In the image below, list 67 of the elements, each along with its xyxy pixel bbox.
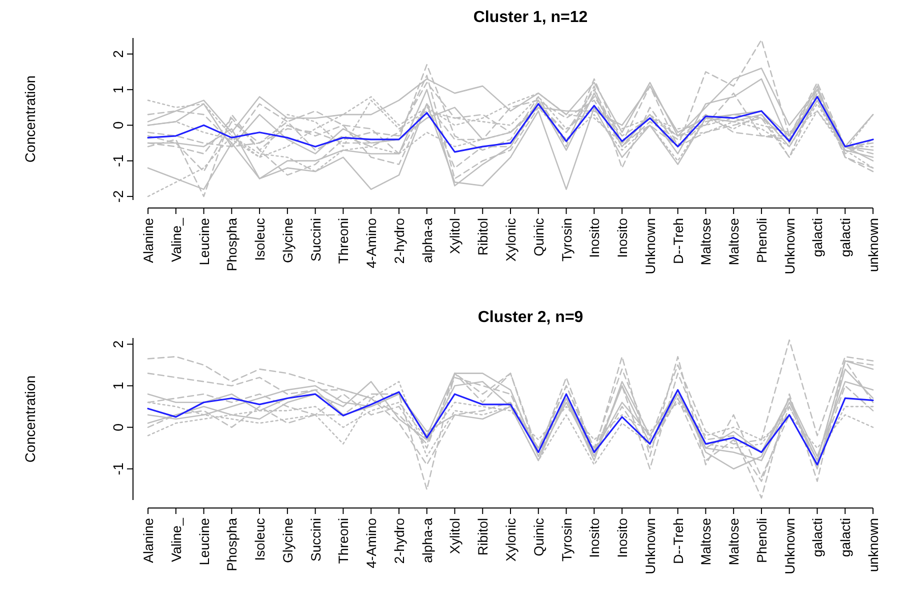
chart-title: Cluster 1, n=12 — [473, 9, 588, 26]
x-tick-label: Unknown — [782, 518, 798, 574]
y-tick-label: 2 — [110, 340, 126, 348]
y-tick-label: 1 — [110, 382, 126, 390]
x-tick-label: Xylitol — [448, 518, 463, 554]
x-tick-label: Isoleuc — [252, 518, 268, 561]
x-tick-label: Unknown — [642, 518, 658, 574]
x-tick-label: Tyrosin — [559, 218, 574, 262]
x-tick-label: Ribitol — [476, 218, 491, 256]
x-tick-label: galacti — [838, 518, 854, 558]
x-tick-label: Valine_ — [168, 218, 184, 262]
x-tick-label: Threoni — [336, 518, 352, 564]
x-tick-label: Alanine — [141, 218, 156, 264]
x-tick-label: Leucine — [196, 518, 212, 566]
y-tick-label: 1 — [110, 86, 126, 94]
x-tick-label: Succini — [308, 518, 324, 562]
x-tick-label: Maltose — [698, 218, 714, 266]
x-tick-label: Ribitol — [476, 518, 491, 556]
y-tick-label: -1 — [110, 462, 126, 476]
x-tick-label: Unknown — [642, 218, 658, 274]
x-tick-label: Quinic — [531, 518, 546, 556]
x-tick-label: Inosito — [615, 518, 630, 558]
y-tick-label: 2 — [110, 50, 126, 58]
x-tick-label: Alanine — [141, 518, 156, 564]
x-tick-label: Xylonic — [504, 518, 518, 562]
x-tick-label: Valine_ — [168, 518, 184, 562]
x-tick-label: 2-hydro — [392, 218, 407, 264]
x-tick-label: Inosito — [615, 218, 630, 258]
x-tick-label: alpha-a — [420, 518, 435, 564]
x-tick-label: alpha-a — [420, 218, 435, 264]
x-tick-label: Tyrosin — [559, 518, 574, 562]
x-tick-label: 2-hydro — [392, 518, 407, 564]
x-tick-label: Phenoli — [754, 218, 770, 264]
x-tick-label: unknown — [866, 518, 881, 572]
x-tick-label: Maltose — [726, 518, 742, 566]
x-tick-label: Leucine — [196, 218, 212, 266]
y-tick-label: -1 — [110, 154, 126, 168]
x-tick-label: galacti — [810, 518, 826, 558]
x-tick-label: Glycine — [280, 218, 296, 264]
x-tick-label: Isoleuc — [252, 218, 268, 261]
x-tick-label: Phospha — [224, 218, 240, 272]
x-tick-label: D--Treh — [670, 218, 686, 264]
x-tick-label: Succini — [308, 218, 324, 262]
x-tick-label: Maltose — [726, 218, 742, 266]
x-tick-label: galacti — [810, 218, 826, 258]
x-tick-label: Quinic — [531, 218, 546, 256]
x-tick-label: 4-Amino — [364, 218, 380, 268]
x-tick-label: Maltose — [698, 518, 714, 566]
x-tick-label: Phenoli — [754, 518, 770, 564]
y-axis-title: Concentration — [22, 375, 38, 463]
x-tick-label: 4-Amino — [364, 518, 380, 568]
x-tick-label: Threoni — [336, 218, 352, 264]
y-tick-label: -2 — [110, 190, 126, 203]
y-axis-title: Concentration — [22, 75, 38, 163]
chart-title: Cluster 2, n=9 — [478, 309, 584, 326]
x-tick-label: Glycine — [280, 518, 296, 564]
x-tick-label: Xylonic — [504, 218, 518, 262]
x-tick-label: Phospha — [224, 518, 240, 572]
y-tick-label: 0 — [110, 423, 126, 432]
x-tick-label: Inosito — [587, 218, 602, 258]
x-tick-label: Xylitol — [448, 218, 463, 254]
x-tick-label: Inosito — [587, 518, 602, 558]
x-tick-label: galacti — [838, 218, 854, 258]
x-tick-label: unknown — [866, 218, 881, 272]
x-tick-label: Unknown — [782, 218, 798, 274]
x-tick-label: D--Treh — [670, 518, 686, 564]
y-tick-label: 0 — [110, 121, 126, 130]
